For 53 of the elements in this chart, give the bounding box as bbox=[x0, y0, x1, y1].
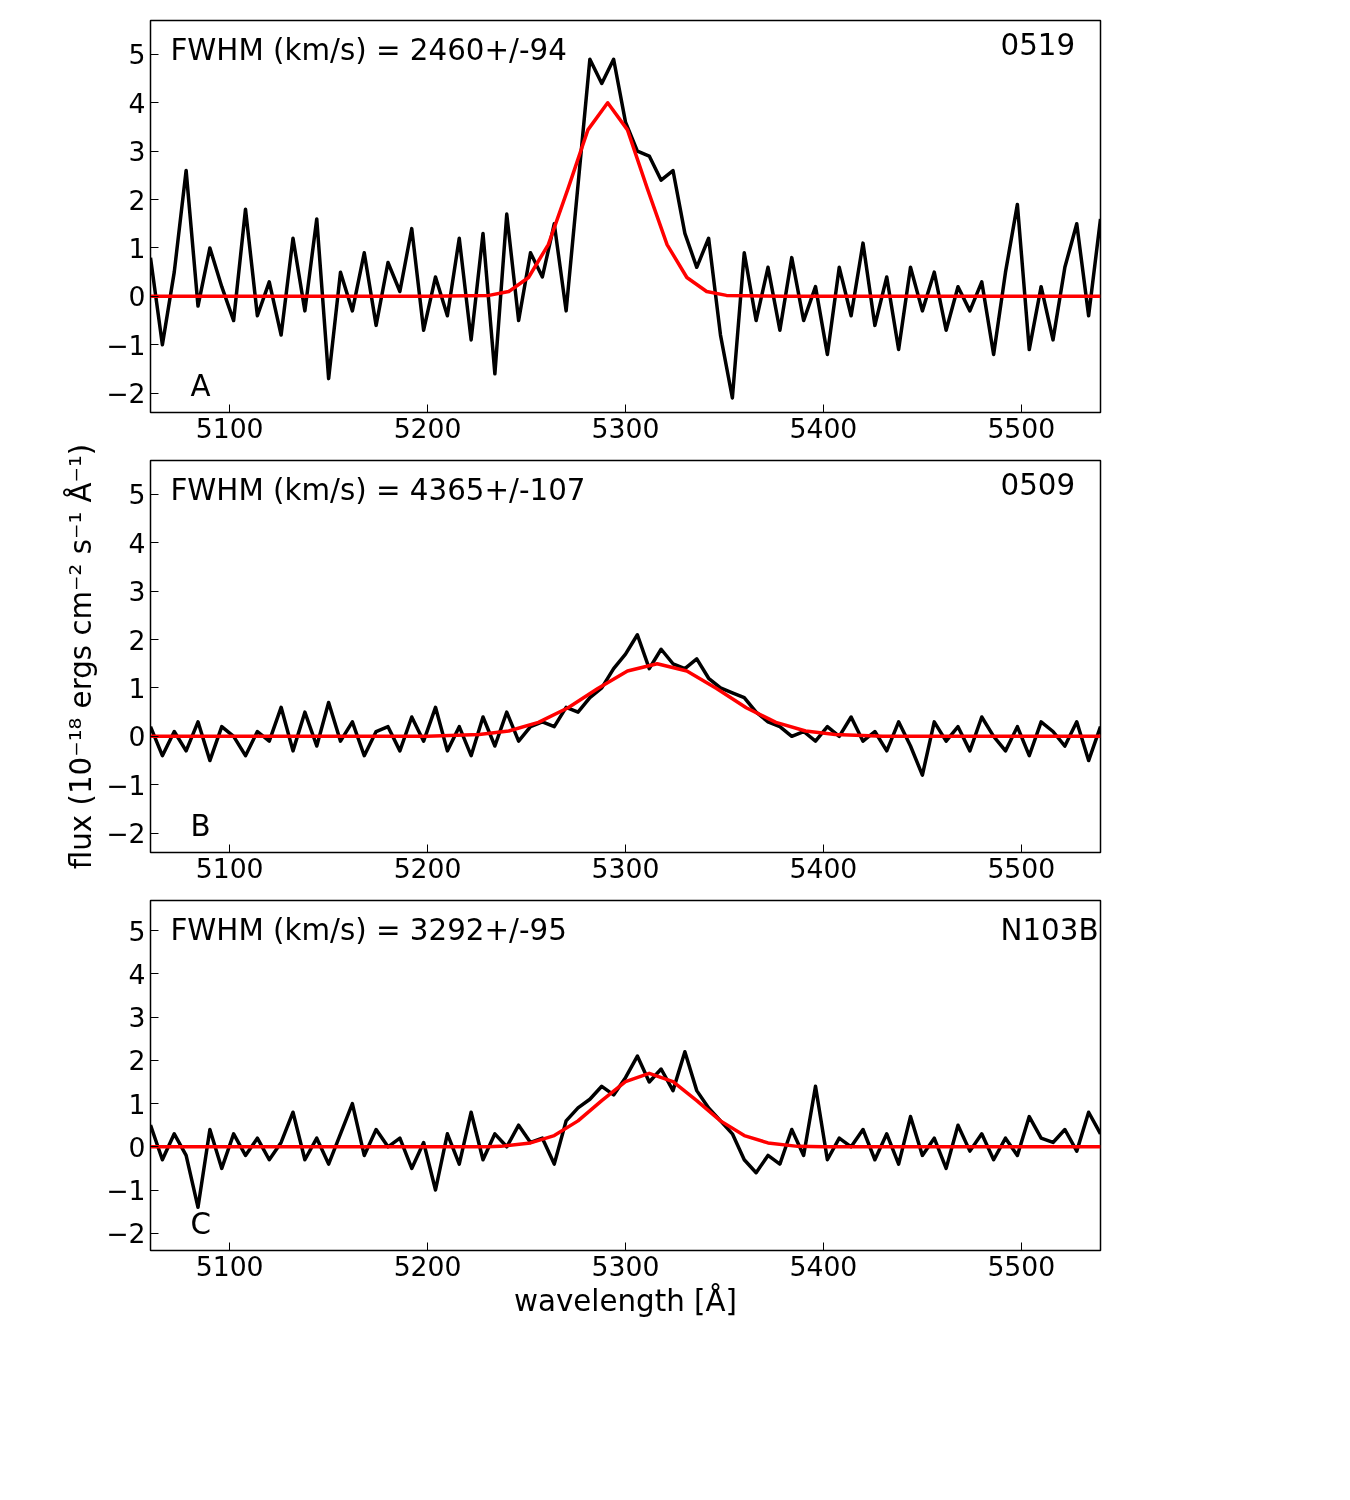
y-tick-label: 4 bbox=[128, 87, 146, 119]
x-tick-label: 5300 bbox=[591, 412, 660, 444]
line-series bbox=[150, 1071, 1101, 1149]
annotation: FWHM (km/s) = 4365+/-107 bbox=[170, 472, 586, 507]
y-tick-label: 3 bbox=[128, 1002, 146, 1034]
y-tick-label: 2 bbox=[128, 1045, 146, 1077]
x-tick-label: 5200 bbox=[393, 1250, 462, 1282]
y-tick-label: −1 bbox=[106, 1175, 146, 1207]
y-tick-label: 4 bbox=[128, 527, 146, 559]
x-tick-label: 5200 bbox=[393, 412, 462, 444]
annotation: N103B bbox=[1000, 912, 1099, 947]
annotation: 0509 bbox=[1000, 467, 1076, 502]
y-tick-label: 3 bbox=[128, 576, 146, 608]
annotation: 0519 bbox=[1000, 27, 1076, 62]
x-tick-label: 5500 bbox=[987, 412, 1056, 444]
line-series bbox=[150, 662, 1101, 739]
x-tick-label: 5400 bbox=[789, 852, 858, 884]
x-tick-label: 5100 bbox=[195, 1250, 264, 1282]
y-tick-label: 3 bbox=[128, 136, 146, 168]
y-tick-label: 0 bbox=[128, 721, 146, 753]
y-tick-label: 5 bbox=[128, 39, 146, 71]
y-tick-label: 1 bbox=[128, 1088, 146, 1120]
y-tick-label: 5 bbox=[128, 915, 146, 947]
annotation: FWHM (km/s) = 2460+/-94 bbox=[170, 32, 567, 67]
x-tick-label: 5500 bbox=[987, 1250, 1056, 1282]
y-tick-label: −1 bbox=[106, 769, 146, 801]
x-tick-label: 5500 bbox=[987, 852, 1056, 884]
annotation: B bbox=[190, 808, 211, 843]
y-tick-label: 1 bbox=[128, 672, 146, 704]
x-tick-label: 5300 bbox=[591, 852, 660, 884]
annotation: C bbox=[190, 1206, 211, 1241]
y-tick-label: 2 bbox=[128, 624, 146, 656]
x-tick-label: 5200 bbox=[393, 852, 462, 884]
y-tick-label: −2 bbox=[106, 818, 146, 850]
x-tick-label: 5400 bbox=[789, 412, 858, 444]
y-tick-label: −1 bbox=[106, 329, 146, 361]
x-tick-label: 5300 bbox=[591, 1250, 660, 1282]
y-tick-label: 2 bbox=[128, 184, 146, 216]
x-tick-label: 5100 bbox=[195, 412, 264, 444]
annotation: FWHM (km/s) = 3292+/-95 bbox=[170, 912, 567, 947]
x-tick-label: 5100 bbox=[195, 852, 264, 884]
y-axis-title: flux (10⁻¹⁸ ergs cm⁻² s⁻¹ Å⁻¹) bbox=[63, 443, 99, 870]
y-tick-label: 0 bbox=[128, 281, 146, 313]
x-tick-label: 5400 bbox=[789, 1250, 858, 1282]
y-tick-label: 4 bbox=[128, 958, 146, 990]
y-tick-label: 5 bbox=[128, 479, 146, 511]
y-tick-label: −2 bbox=[106, 378, 146, 410]
annotation: A bbox=[190, 368, 211, 403]
y-tick-label: −2 bbox=[106, 1218, 146, 1250]
x-axis-title: wavelength [Å] bbox=[513, 1282, 738, 1318]
line-series bbox=[150, 101, 1101, 299]
y-tick-label: 0 bbox=[128, 1131, 146, 1163]
y-tick-label: 1 bbox=[128, 232, 146, 264]
